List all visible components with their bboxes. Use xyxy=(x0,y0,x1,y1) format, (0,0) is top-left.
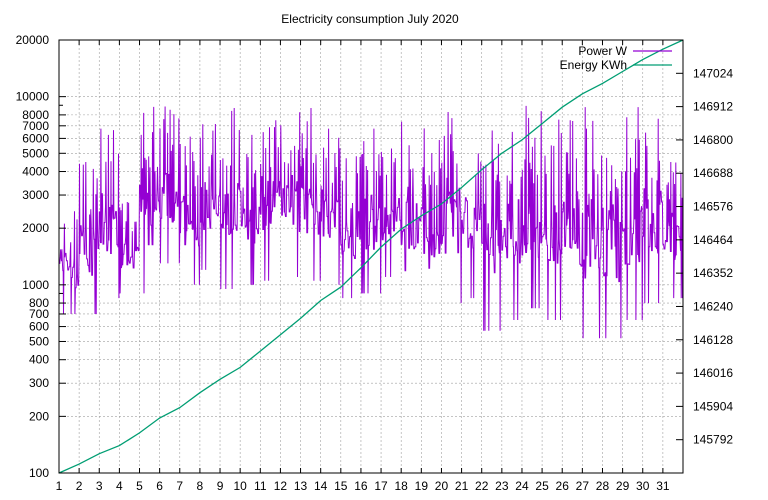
legend-power-label: Power W xyxy=(578,44,627,58)
chart-title: Electricity consumption July 2020 xyxy=(281,12,459,26)
power-series xyxy=(59,105,683,339)
x-tick-label: 14 xyxy=(314,479,328,493)
y2-tick-label: 146464 xyxy=(693,233,733,247)
x-tick-label: 27 xyxy=(576,479,590,493)
x-tick-label: 24 xyxy=(515,479,529,493)
plot-frame xyxy=(58,39,684,474)
y-tick-label: 4000 xyxy=(22,165,49,179)
energy-series xyxy=(58,39,684,474)
y2-tick-label: 145792 xyxy=(693,433,733,447)
y2-tick-label: 147024 xyxy=(693,66,733,80)
legend-energy-label: Energy KWh xyxy=(560,58,627,72)
y-tick-label: 8000 xyxy=(22,108,49,122)
x-tick-label: 22 xyxy=(475,479,489,493)
y-tick-label: 10000 xyxy=(16,90,50,104)
y2-tick-label: 146576 xyxy=(693,200,733,214)
x-tick-label: 7 xyxy=(176,479,183,493)
x-tick-label: 21 xyxy=(455,479,469,493)
y-tick-label: 2000 xyxy=(22,221,49,235)
y-tick-label: 7000 xyxy=(22,119,49,133)
x-tick-label: 25 xyxy=(535,479,549,493)
x-tick-label: 11 xyxy=(254,479,267,493)
x-tick-label: 5 xyxy=(136,479,143,493)
x-tick-label: 10 xyxy=(233,479,247,493)
x-tick-label: 15 xyxy=(334,479,348,493)
y-tick-label: 800 xyxy=(29,296,49,310)
x-tick-label: 16 xyxy=(354,479,368,493)
y-tick-label: 500 xyxy=(29,334,49,348)
y2-tick-label: 146128 xyxy=(693,333,733,347)
x-tick-label: 2 xyxy=(76,479,83,493)
axes: 1 2 3 4 5 6 7 8 9 10 11 12 13 14 15 16 17 18 19 20 21 22 23 24 2… xyxy=(16,33,734,493)
power-line xyxy=(59,105,683,339)
x-tick-label: 20 xyxy=(435,479,449,493)
x-tick-label: 17 xyxy=(374,479,388,493)
x-tick-label: 8 xyxy=(197,479,204,493)
x-tick-label: 23 xyxy=(495,479,509,493)
y-tick-label: 3000 xyxy=(22,188,49,202)
x-tick-label: 13 xyxy=(294,479,308,493)
x-tick-label: 31 xyxy=(656,479,670,493)
x-tick-label: 18 xyxy=(395,479,409,493)
energy-line xyxy=(58,39,684,474)
x-tick-label: 30 xyxy=(636,479,650,493)
y-tick-label: 1000 xyxy=(22,278,49,292)
y2-tick-label: 146688 xyxy=(693,166,733,180)
y-tick-label: 300 xyxy=(29,376,49,390)
y-tick-label: 20000 xyxy=(16,33,50,47)
legend: Power W Energy KWh xyxy=(560,44,672,72)
y2-tick-label: 146800 xyxy=(693,133,733,147)
x-tick-label: 1 xyxy=(56,479,63,493)
x-tick-label: 9 xyxy=(217,479,224,493)
y-tick-label: 100 xyxy=(29,466,49,480)
x-tick-label: 26 xyxy=(556,479,570,493)
y-tick-label: 600 xyxy=(29,320,49,334)
y2-tick-label: 146240 xyxy=(693,299,733,313)
y-tick-label: 5000 xyxy=(22,146,49,160)
y-tick-label: 400 xyxy=(29,353,49,367)
x-tick-label: 19 xyxy=(415,479,429,493)
y-tick-label: 6000 xyxy=(22,131,49,145)
x-tick-label: 12 xyxy=(274,479,288,493)
x-tick-label: 29 xyxy=(616,479,630,493)
y2-tick-label: 146912 xyxy=(693,100,733,114)
y2-tick-label: 146352 xyxy=(693,266,733,280)
x-tick-label: 6 xyxy=(156,479,163,493)
y2-tick-label: 145904 xyxy=(693,399,733,413)
y-tick-label: 700 xyxy=(29,307,49,321)
x-tick-label: 3 xyxy=(96,479,103,493)
x-tick-label: 28 xyxy=(596,479,610,493)
y-tick-label: 200 xyxy=(29,409,49,423)
x-tick-label: 4 xyxy=(116,479,123,493)
y2-tick-label: 146016 xyxy=(693,366,733,380)
